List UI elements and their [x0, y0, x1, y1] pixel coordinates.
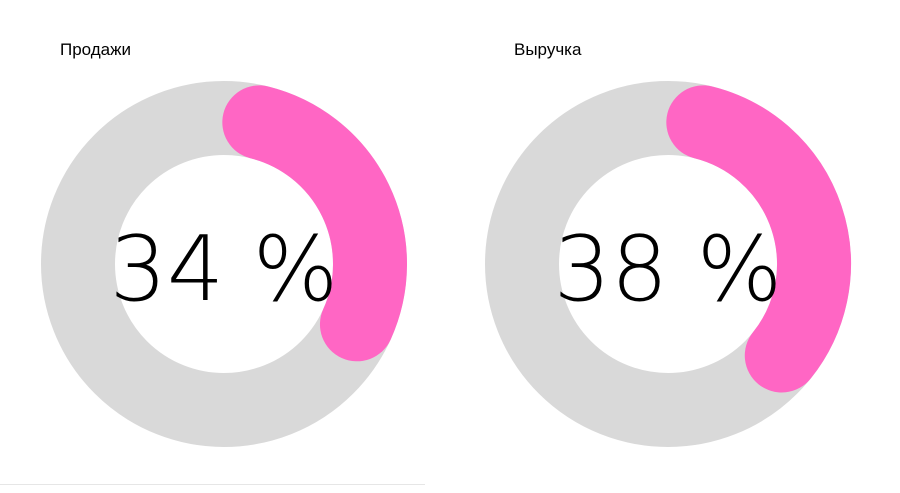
- gauge-chart-revenue: 38 %: [485, 81, 851, 447]
- gauge-fill-arc: [666, 85, 851, 393]
- gauge-fill-arc: [222, 85, 407, 362]
- divider: [0, 484, 425, 485]
- chart-title: Продажи: [60, 40, 131, 59]
- chart-title: Выручка: [514, 40, 582, 59]
- gauge-panel-revenue: 38 % Выручка: [450, 0, 900, 493]
- gauge-value-label: 34 %: [110, 217, 339, 322]
- gauge-value-label: 38 %: [554, 217, 783, 322]
- gauge-panel-sales: 34 % Продажи: [41, 40, 407, 447]
- gauge-chart-sales: 34 %: [41, 81, 407, 447]
